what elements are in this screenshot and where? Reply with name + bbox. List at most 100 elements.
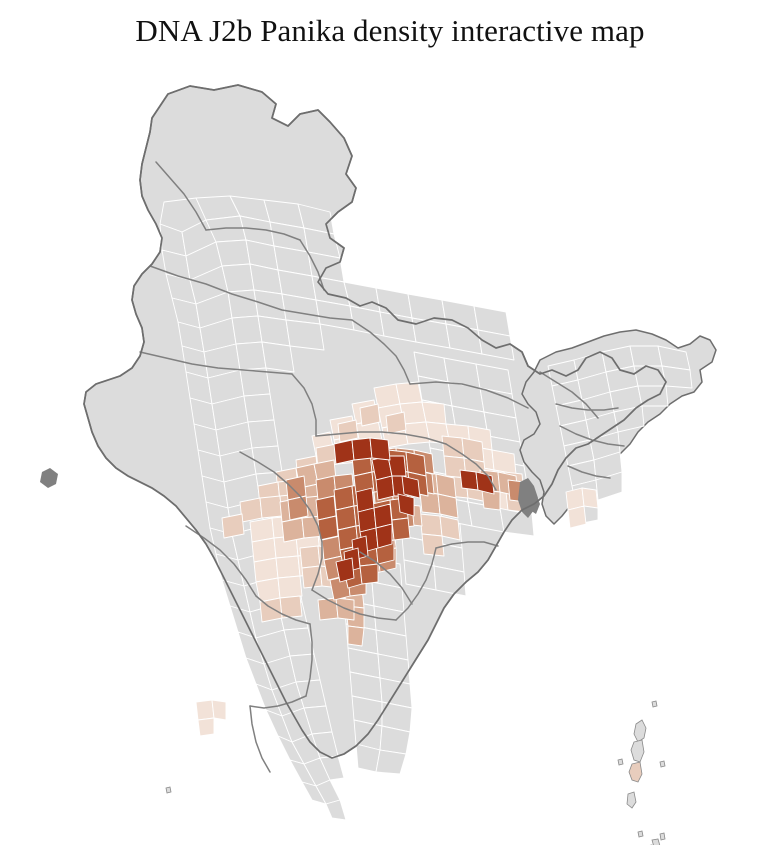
shaded-district <box>351 437 373 461</box>
district-tile <box>235 341 267 371</box>
shaded-district <box>337 419 359 443</box>
state-border <box>249 695 307 709</box>
state-border <box>291 373 317 437</box>
shaded-district <box>385 411 407 435</box>
shaded-district <box>259 495 283 519</box>
shaded-district <box>299 545 321 569</box>
district-tile <box>319 755 345 781</box>
shaded-district <box>397 493 415 517</box>
district-tile <box>595 471 623 501</box>
shaded-district <box>375 475 395 501</box>
state-border <box>309 509 323 591</box>
india-outline <box>83 84 667 759</box>
state-border <box>555 403 619 411</box>
state-border <box>409 381 529 409</box>
state-border <box>139 351 293 375</box>
state-border <box>299 239 325 291</box>
state-border <box>435 541 499 549</box>
shaded-district <box>567 505 587 529</box>
state-border <box>239 451 311 511</box>
map-svg[interactable] <box>0 52 780 845</box>
shaded-district <box>391 517 411 541</box>
district-tile <box>251 445 283 475</box>
state-border <box>351 319 411 385</box>
district-tile <box>325 799 347 821</box>
shaded-district <box>281 517 305 543</box>
shaded-district <box>369 437 391 461</box>
shaded-district <box>359 563 379 585</box>
shaded-district <box>221 513 245 539</box>
choropleth-level-6[interactable] <box>333 437 495 583</box>
shaded-district <box>421 401 447 425</box>
shaded-district <box>395 381 423 405</box>
shaded-district <box>347 625 365 647</box>
shaded-district <box>437 493 459 519</box>
shaded-district <box>197 717 215 737</box>
shaded-district <box>333 439 355 465</box>
state-border <box>315 431 447 445</box>
page-title: DNA J2b Panika density interactive map <box>135 13 645 48</box>
state-borders-layer <box>139 161 625 773</box>
state-border <box>249 705 271 773</box>
islands-layer <box>165 700 666 845</box>
island-dot <box>637 830 644 838</box>
shaded-district <box>459 469 479 491</box>
district-tile <box>629 345 663 367</box>
lakshadweep-dot <box>165 786 172 794</box>
district-tile <box>433 565 467 597</box>
district-tile <box>285 319 325 351</box>
district-tile <box>477 329 515 361</box>
shaded-district <box>419 513 443 537</box>
district-tile <box>261 341 295 373</box>
district-tile <box>247 419 279 449</box>
state-border <box>305 623 313 697</box>
shaded-district <box>403 421 431 445</box>
state-border <box>559 425 625 447</box>
state-border <box>155 161 207 231</box>
district-tile <box>375 749 407 775</box>
district-tile <box>257 315 291 347</box>
state-border <box>567 465 611 479</box>
shaded-district <box>275 555 301 579</box>
district-tile <box>231 315 263 345</box>
island-dot <box>659 760 666 768</box>
state-border <box>445 443 497 491</box>
state-border <box>149 265 353 321</box>
state-border <box>395 547 437 621</box>
district-tile <box>243 393 275 423</box>
india-choropleth-map[interactable] <box>0 52 780 845</box>
shaded-district <box>441 435 465 459</box>
dark-coastal-features <box>40 468 540 518</box>
country-outline-layer <box>83 84 667 759</box>
shaded-district <box>335 557 355 583</box>
shaded-district <box>421 533 445 557</box>
island-dot <box>617 758 624 766</box>
district-tile <box>215 239 251 267</box>
state-border <box>205 227 301 241</box>
island-dot <box>659 832 666 841</box>
shaded-district <box>239 497 263 523</box>
state-border <box>359 551 413 605</box>
state-border <box>311 589 397 621</box>
andaman-island <box>633 719 647 743</box>
shaded-district <box>359 403 381 427</box>
district-tile <box>221 263 255 293</box>
island-dot <box>651 700 658 708</box>
kutch-patch <box>40 468 58 488</box>
nicobar-island <box>626 791 637 809</box>
shaded-district <box>581 487 599 509</box>
shaded-district <box>277 575 303 599</box>
shaded-district <box>195 699 215 721</box>
shaded-district <box>211 699 227 721</box>
state-border <box>539 371 599 419</box>
shaded-district <box>439 515 461 541</box>
shaded-district <box>287 495 309 521</box>
shaded-district <box>375 523 393 549</box>
state-border <box>255 595 311 625</box>
district-tile <box>253 289 287 321</box>
shaded-district <box>401 475 421 499</box>
shaded-district <box>317 597 339 621</box>
andaman-island-shaded <box>628 761 643 783</box>
district-tile <box>661 365 693 389</box>
